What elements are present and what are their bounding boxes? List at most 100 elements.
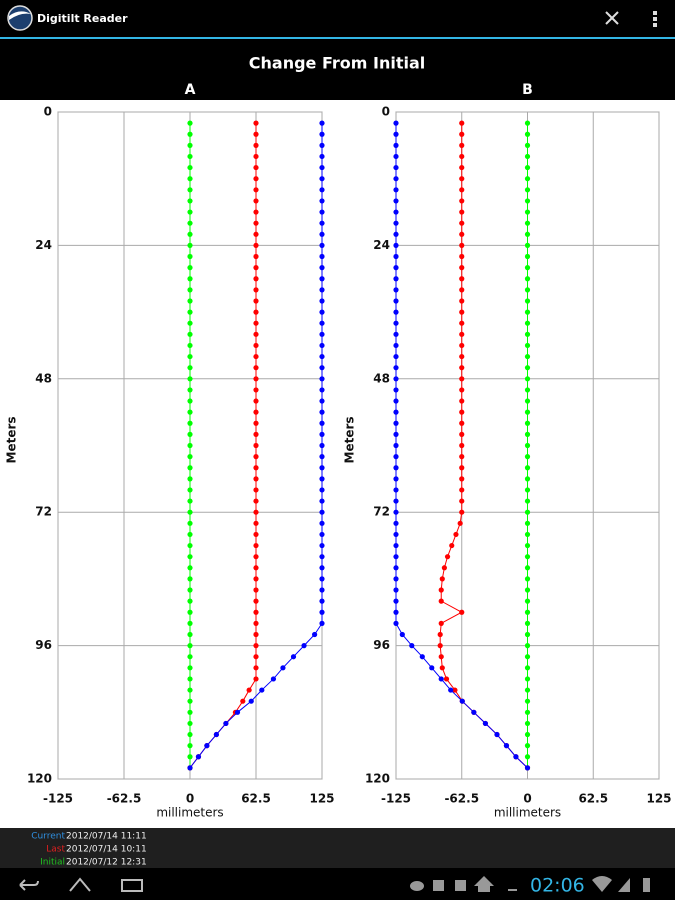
data-point [312, 631, 318, 638]
data-point [253, 153, 259, 160]
data-point [444, 554, 451, 560]
data-point [524, 398, 531, 404]
data-point [319, 476, 325, 482]
data-point [187, 531, 193, 538]
data-point [524, 731, 531, 738]
data-point [524, 487, 531, 493]
home-button[interactable] [69, 877, 91, 892]
data-point [187, 565, 193, 571]
data-point [253, 531, 259, 538]
overflow-menu[interactable] [653, 11, 657, 27]
back-button[interactable] [19, 879, 39, 891]
data-point [319, 253, 325, 260]
data-point [459, 454, 465, 460]
data-point [204, 743, 210, 749]
data-point [319, 276, 325, 282]
data-point [459, 420, 465, 426]
data-point [253, 609, 259, 615]
data-point [253, 387, 259, 393]
data-point [393, 320, 399, 326]
data-point [393, 209, 399, 215]
data-point [187, 654, 193, 660]
data-point [524, 676, 531, 682]
legend-date: 2012/07/12 12:31 [66, 858, 147, 868]
data-point [187, 320, 193, 326]
data-point [187, 765, 193, 771]
data-point [319, 342, 325, 349]
data-point [253, 465, 259, 471]
data-point [393, 220, 399, 226]
data-point [524, 465, 531, 471]
data-point [319, 365, 325, 371]
data-point [393, 353, 399, 360]
data-point [253, 520, 259, 526]
data-point [524, 531, 531, 538]
data-point [393, 598, 399, 604]
data-point [459, 509, 465, 515]
recents-button[interactable] [121, 879, 143, 892]
data-point [259, 687, 265, 693]
data-point [393, 187, 399, 193]
x-tick-label: 125 [646, 792, 671, 806]
data-point [524, 253, 531, 260]
y-tick-label: 120 [27, 772, 52, 786]
data-point [438, 676, 444, 682]
data-point [187, 498, 193, 504]
data-point [524, 131, 531, 137]
data-point [524, 420, 531, 426]
data-point [187, 665, 193, 671]
data-point [253, 665, 259, 671]
data-point [459, 320, 465, 326]
data-point [187, 598, 193, 604]
data-point [187, 342, 193, 349]
data-point [253, 365, 259, 371]
data-point [319, 209, 325, 215]
data-point [187, 153, 193, 160]
x-tick-label: -62.5 [107, 792, 142, 806]
y-tick-label: 96 [35, 638, 52, 652]
data-point [449, 542, 455, 549]
data-point [319, 454, 325, 460]
data-point [393, 276, 399, 282]
data-point [319, 242, 325, 248]
x-tick-label: -125 [43, 792, 73, 806]
data-point [393, 231, 399, 237]
data-point [524, 164, 531, 171]
data-point [319, 176, 325, 182]
data-point [253, 565, 259, 571]
data-point [253, 376, 259, 382]
data-point [187, 576, 193, 582]
data-point [187, 209, 193, 215]
data-point [393, 287, 399, 293]
data-point [393, 509, 399, 515]
y-axis-label: Meters [343, 416, 357, 463]
data-point [187, 587, 193, 593]
data-point [319, 376, 325, 382]
data-point [459, 164, 465, 171]
data-point [524, 198, 531, 204]
data-point [319, 198, 325, 204]
close-button[interactable] [605, 11, 619, 25]
data-point [187, 687, 193, 693]
data-point [459, 198, 465, 204]
data-point [253, 320, 259, 326]
data-point [494, 731, 500, 738]
data-point [187, 276, 193, 282]
data-point [393, 342, 399, 349]
data-point [524, 387, 531, 393]
data-point [240, 698, 246, 704]
data-point [459, 253, 465, 260]
data-point [301, 643, 307, 649]
app-logo[interactable] [7, 5, 33, 31]
data-point [459, 487, 465, 493]
data-point [439, 665, 445, 671]
data-point [393, 587, 399, 593]
y-tick-label: 96 [373, 638, 390, 652]
data-point [524, 598, 531, 604]
data-point [524, 365, 531, 371]
data-point [187, 487, 193, 493]
data-point [253, 398, 259, 404]
legend-band [0, 828, 675, 868]
data-point [524, 743, 531, 749]
